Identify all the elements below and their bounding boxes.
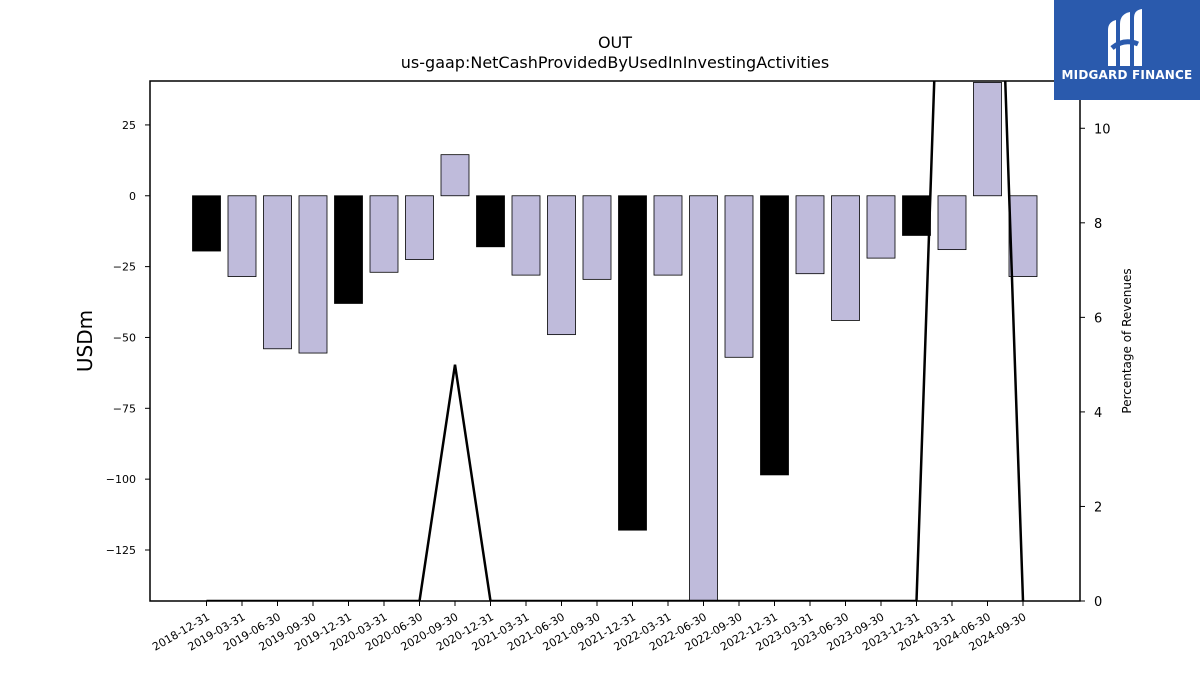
y-tick-label: −100: [106, 473, 136, 486]
midgard-finance-logo: MIDGARD FINANCE: [1054, 0, 1200, 100]
logo-text: MIDGARD FINANCE: [1061, 68, 1193, 82]
y-tick-label: −125: [106, 544, 136, 557]
y2-tick-label: 6: [1094, 311, 1102, 326]
bar-2019-09-30: [298, 195, 328, 354]
bar-2023-09-30: [866, 195, 896, 259]
bar-2021-03-31: [511, 195, 541, 276]
bar-2020-09-30: [440, 154, 470, 197]
bar-2018-12-31: [192, 195, 221, 252]
bar-2024-06-30: [973, 82, 1002, 197]
bar-2020-03-31: [369, 195, 399, 273]
y-axis-label: USDm: [73, 310, 97, 372]
bar-2020-06-30: [405, 195, 434, 260]
bar-2024-03-31: [937, 195, 967, 251]
bar-2021-12-31: [618, 195, 647, 531]
percentage-line: [206, 81, 1025, 601]
chart-title: OUT: [598, 33, 632, 52]
y-tick-label: −75: [113, 402, 136, 415]
bars-group: [192, 82, 1038, 601]
y2-tick-label: 8: [1094, 217, 1102, 232]
bar-2022-06-30: [689, 195, 718, 601]
bar-2021-06-30: [547, 195, 576, 336]
y2-tick-label: 10: [1094, 122, 1111, 137]
y-tick-label: 25: [122, 119, 136, 132]
bar-2023-12-31: [902, 195, 931, 236]
y-tick-label: 0: [129, 190, 136, 203]
y2-tick-label: 4: [1094, 406, 1102, 421]
bar-2019-06-30: [263, 195, 292, 350]
x-axis: 2018-12-312019-03-312019-06-302019-09-30…: [150, 601, 1029, 654]
y-tick-label: −25: [113, 261, 136, 274]
y2-axis-label: Percentage of Revenues: [1120, 268, 1134, 413]
bar-2022-12-31: [760, 195, 789, 476]
plot-frame: [149, 80, 1081, 602]
bar-2022-09-30: [724, 195, 754, 358]
bar-2019-12-31: [334, 195, 363, 304]
line-group: [206, 81, 1025, 601]
logo-mark-icon: [1108, 9, 1142, 66]
bar-2023-03-31: [795, 195, 825, 275]
bar-2023-06-30: [831, 195, 860, 321]
bar-2024-09-30: [1008, 195, 1038, 277]
y2-axis: 0 2 4 6 8 10: [1080, 122, 1111, 610]
y2-tick-label: 2: [1094, 500, 1102, 515]
y-tick-label: −50: [113, 331, 136, 344]
bar-2022-03-31: [653, 195, 683, 276]
bar-2021-09-30: [582, 195, 612, 280]
bar-2019-03-31: [227, 195, 257, 277]
y2-tick-label: 0: [1094, 595, 1102, 610]
bar-2020-12-31: [476, 195, 505, 248]
chart-subtitle: us-gaap:NetCashProvidedByUsedInInvesting…: [401, 53, 829, 72]
y-axis: 25 0 −25 −50 −75 −100 −125: [106, 119, 150, 557]
